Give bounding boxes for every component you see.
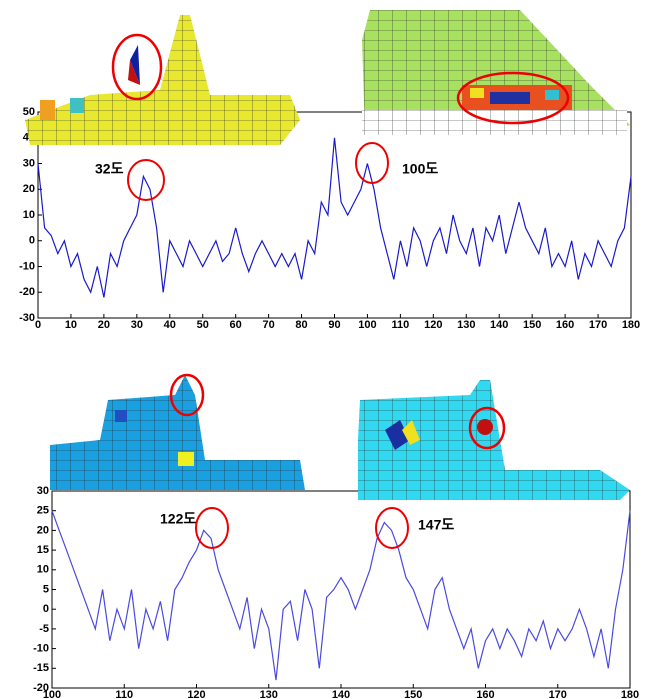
y-tick-label: 10 (37, 564, 49, 576)
x-tick-label: 120 (424, 319, 442, 331)
x-tick-label: 20 (98, 319, 110, 331)
y-tick-label: 20 (23, 183, 35, 195)
annotation: 32도 (95, 161, 124, 177)
y-tick-label: -20 (19, 286, 35, 298)
y-tick-label: 30 (23, 157, 35, 169)
ship-image-1 (25, 15, 300, 145)
x-tick-label: 10 (65, 319, 77, 331)
x-tick-label: 40 (164, 319, 176, 331)
annotation: 100도 (402, 161, 438, 177)
x-tick-label: 140 (332, 689, 350, 699)
annotation: 122도 (160, 511, 196, 527)
y-tick-label: 25 (37, 505, 49, 517)
ship-image-2 (362, 10, 630, 135)
y-tick-label: 5 (43, 583, 49, 595)
y-tick-label: -20 (33, 682, 49, 694)
x-tick-label: 160 (556, 319, 574, 331)
y-tick-label: -10 (33, 643, 49, 655)
x-tick-label: 110 (115, 689, 133, 699)
y-tick-label: 50 (23, 106, 35, 118)
x-tick-label: 150 (523, 319, 541, 331)
y-tick-label: 20 (37, 524, 49, 536)
x-tick-label: 110 (392, 319, 410, 331)
x-tick-label: 150 (404, 689, 422, 699)
y-tick-label: -10 (19, 260, 35, 272)
x-tick-label: 90 (328, 319, 340, 331)
x-tick-label: 0 (35, 319, 41, 331)
x-tick-label: 100 (358, 319, 376, 331)
ship-image-4 (358, 380, 630, 500)
x-tick-label: 130 (457, 319, 475, 331)
x-tick-label: 120 (187, 689, 205, 699)
x-tick-label: 180 (622, 319, 640, 331)
x-tick-label: 160 (476, 689, 494, 699)
x-tick-label: 180 (621, 689, 639, 699)
x-tick-label: 70 (262, 319, 274, 331)
x-tick-label: 170 (549, 689, 567, 699)
plot-area (52, 491, 630, 688)
y-tick-label: 10 (23, 209, 35, 221)
x-tick-label: 60 (230, 319, 242, 331)
y-tick-label: -5 (39, 623, 49, 635)
x-tick-label: 140 (490, 319, 508, 331)
x-tick-label: 80 (295, 319, 307, 331)
y-tick-label: 30 (37, 485, 49, 497)
x-tick-label: 50 (197, 319, 209, 331)
ship-image-3 (50, 375, 305, 490)
y-tick-label: 15 (37, 544, 49, 556)
x-tick-label: 30 (131, 319, 143, 331)
y-tick-label: 0 (29, 235, 35, 247)
x-tick-label: 170 (589, 319, 607, 331)
annotation: 147도 (418, 517, 454, 533)
y-tick-label: -30 (19, 312, 35, 324)
x-tick-label: 130 (260, 689, 278, 699)
y-tick-label: -15 (33, 662, 49, 674)
figure: 0102030405060708090100110120130140150160… (0, 0, 658, 699)
y-tick-label: 0 (43, 603, 49, 615)
